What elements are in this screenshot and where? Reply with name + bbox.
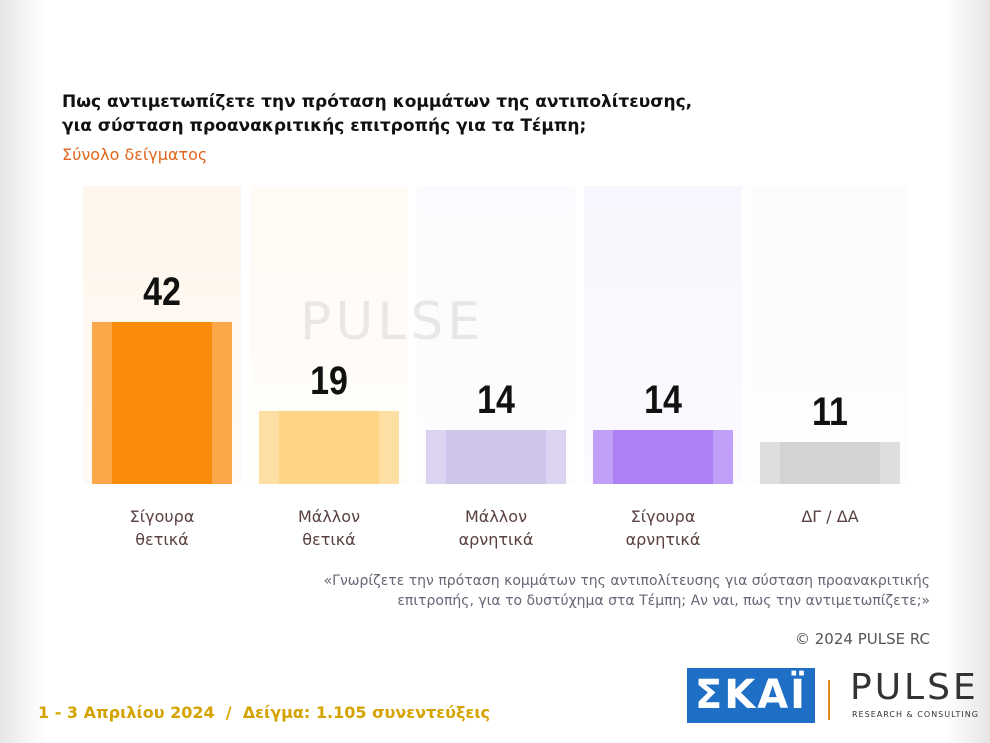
pulse-logo: PULSE bbox=[850, 667, 979, 708]
bar bbox=[593, 430, 733, 484]
data-label: 11 bbox=[812, 389, 848, 434]
data-label: 14 bbox=[477, 378, 515, 422]
question-note: επιτροπής, για το δυστύχημα στα Τέμπη; Α… bbox=[397, 593, 930, 609]
x-tick-label: ΔΓ / ΔΑ bbox=[801, 507, 859, 526]
data-label: 42 bbox=[143, 270, 181, 314]
data-label: 14 bbox=[644, 378, 682, 422]
bar bbox=[760, 441, 900, 485]
bar bbox=[426, 430, 566, 484]
footer: 1 - 3 Απριλίου 2024 / Δείγμα: 1.105 συνε… bbox=[38, 703, 491, 722]
chart-title: Πως αντιμετωπίζετε την πρόταση κομμάτων … bbox=[62, 92, 693, 112]
x-tick-label: Σίγουρα θετικά bbox=[129, 507, 195, 549]
x-tick-label: Μάλλον αρνητικά bbox=[458, 507, 534, 549]
question-note: «Γνωρίζετε την πρόταση κομμάτων της αντι… bbox=[323, 573, 930, 589]
copyright: © 2024 PULSE RC bbox=[794, 630, 930, 648]
bar-background bbox=[751, 186, 909, 484]
x-tick-label: Μάλλον θετικά bbox=[297, 507, 360, 549]
watermark: PULSE bbox=[300, 292, 485, 352]
data-label: 19 bbox=[310, 358, 348, 403]
pulse-tagline: RESEARCH & CONSULTING bbox=[852, 710, 979, 719]
chart-subtitle: Σύνολο δείγματος bbox=[62, 145, 208, 164]
bar bbox=[92, 322, 232, 484]
bar bbox=[259, 410, 399, 485]
chart-title: για σύσταση προανακριτικής επιτροπής για… bbox=[62, 116, 587, 136]
x-tick-label: Σίγουρα αρνητικά bbox=[625, 507, 701, 549]
skai-logo: ΣΚΑΪ bbox=[687, 668, 815, 723]
pulse-icon bbox=[828, 680, 850, 720]
